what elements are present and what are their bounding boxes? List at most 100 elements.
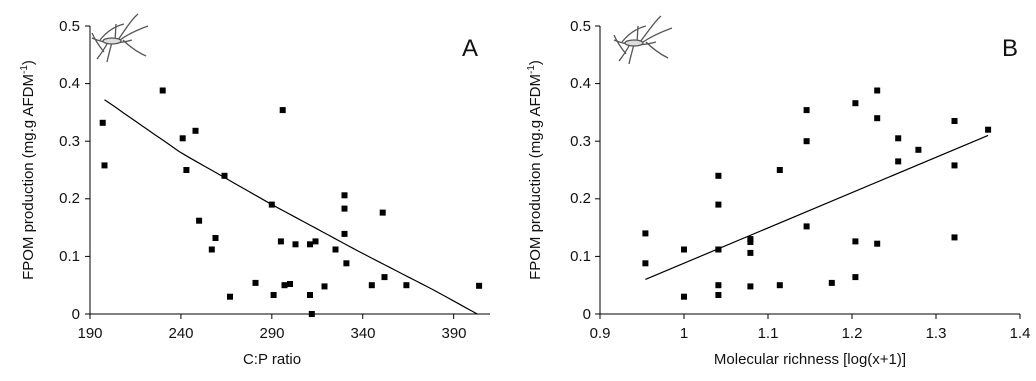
panel-label-a: A	[462, 35, 478, 62]
data-point	[985, 126, 992, 133]
insect-illustration-icon	[613, 15, 673, 65]
data-point	[747, 249, 754, 256]
data-point	[681, 293, 687, 300]
panel-label-b: B	[1002, 35, 1018, 62]
x-tick-label: 340	[350, 325, 375, 342]
data-point	[828, 279, 835, 286]
x-tick-label: 1	[680, 325, 688, 342]
x-tick-label: 1.1	[758, 325, 779, 342]
data-point	[403, 282, 410, 289]
data-point	[915, 146, 922, 153]
data-point	[307, 241, 313, 248]
data-point	[852, 100, 859, 107]
x-tick-label: 190	[77, 325, 102, 342]
y-tick-label: 0.5	[59, 18, 80, 35]
data-point	[183, 167, 190, 173]
data-point	[803, 138, 810, 145]
y-tick-label: 0.4	[570, 75, 591, 92]
data-point	[179, 135, 186, 142]
data-point	[895, 158, 902, 165]
data-point	[895, 135, 902, 142]
data-point	[803, 107, 810, 114]
data-point	[381, 274, 388, 281]
data-point	[308, 311, 315, 317]
fit-line-b	[645, 134, 989, 280]
data-point	[951, 162, 958, 169]
data-point	[476, 282, 483, 289]
data-point	[99, 119, 106, 126]
data-point	[341, 230, 348, 237]
data-point	[208, 246, 215, 253]
data-point	[715, 172, 722, 179]
y-axis-label-b: FPOM production (mg.g AFDM-1)	[526, 60, 544, 280]
x-tick-labels-b: 0.9 1 1.1 1.2 1.3 1.4	[590, 325, 1031, 342]
data-point	[852, 274, 859, 281]
data-point	[268, 201, 275, 208]
data-point	[252, 279, 259, 286]
data-point	[212, 235, 219, 241]
x-tick-labels-a: 190 240 290 340 390	[77, 325, 466, 342]
x-axis-label-a: C:P ratio	[243, 351, 301, 368]
data-point	[341, 192, 348, 199]
data-point	[776, 282, 783, 289]
fit-curve-a	[104, 99, 478, 315]
data-point	[715, 282, 722, 289]
x-tick-label: 0.9	[590, 325, 611, 342]
data-point	[279, 107, 286, 114]
data-point	[642, 230, 649, 237]
data-point	[277, 238, 284, 245]
x-tick-label: 290	[259, 325, 284, 342]
data-point	[343, 260, 350, 267]
data-point	[642, 260, 649, 267]
data-points-b	[642, 87, 992, 300]
data-point	[874, 115, 881, 122]
x-tick-label: 240	[168, 325, 193, 342]
data-point	[852, 238, 859, 245]
data-point	[776, 167, 783, 173]
data-point	[803, 223, 810, 230]
data-point	[951, 118, 958, 124]
data-point	[747, 283, 754, 290]
y-tick-labels-a: 0.5 0.4 0.3 0.2 0.1 0	[59, 18, 80, 323]
data-point	[747, 239, 754, 245]
data-point	[368, 282, 375, 289]
data-point	[270, 292, 277, 298]
x-tick-label: 1.3	[926, 325, 947, 342]
panel-a: 0.5 0.4 0.3 0.2 0.1 0 190 240 290 340 39…	[19, 13, 490, 368]
y-tick-label: 0.3	[59, 133, 80, 150]
insect-illustration-icon	[91, 13, 149, 63]
data-point	[196, 217, 203, 224]
x-tick-label: 1.2	[842, 325, 863, 342]
y-tick-label: 0	[72, 306, 80, 323]
y-tick-label: 0.2	[59, 190, 80, 207]
data-point	[379, 209, 386, 216]
data-point	[715, 292, 722, 298]
data-point	[159, 87, 166, 94]
y-tick-labels-b: 0.5 0.4 0.3 0.2 0.1 0	[570, 18, 591, 323]
data-point	[101, 162, 108, 169]
data-point	[227, 293, 233, 300]
y-tick-label: 0.3	[570, 133, 591, 150]
data-point	[874, 240, 881, 247]
data-point	[715, 246, 722, 253]
x-tick-label: 390	[441, 325, 466, 342]
data-point	[307, 292, 313, 298]
data-point	[292, 241, 299, 248]
y-tick-label: 0.1	[570, 248, 591, 265]
data-point	[681, 246, 687, 253]
data-point	[221, 172, 228, 179]
y-axis-label-a: FPOM production (mg.g AFDM-1)	[19, 60, 37, 280]
data-point	[332, 246, 339, 253]
y-tick-label: 0.1	[59, 248, 80, 265]
data-point	[341, 205, 348, 212]
y-tick-label: 0.4	[59, 75, 80, 92]
data-point	[715, 201, 722, 208]
y-tick-label: 0.2	[570, 190, 591, 207]
panel-b: 0.5 0.4 0.3 0.2 0.1 0 0.9 1 1.1 1.2 1.3 …	[526, 15, 1031, 368]
y-tick-label: 0	[583, 306, 591, 323]
y-tick-label: 0.5	[570, 18, 591, 35]
x-axis-label-b: Molecular richness [log(x+1)]	[714, 351, 906, 368]
data-point	[281, 282, 288, 289]
data-points-a	[99, 87, 483, 317]
